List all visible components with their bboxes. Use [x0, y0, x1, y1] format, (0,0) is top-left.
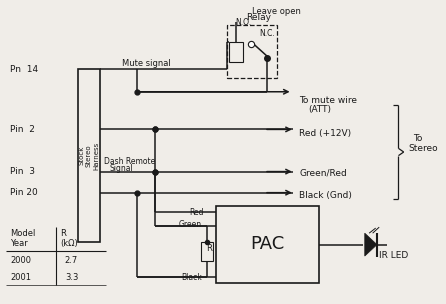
- Text: Signal: Signal: [110, 164, 133, 173]
- Text: 3.3: 3.3: [65, 273, 78, 282]
- Text: Dash Remote: Dash Remote: [104, 157, 156, 166]
- Polygon shape: [365, 233, 377, 256]
- Text: Pn  14: Pn 14: [10, 65, 38, 74]
- Text: R
(kΩ): R (kΩ): [61, 229, 78, 248]
- Text: PAC: PAC: [251, 235, 285, 253]
- Text: Green: Green: [178, 220, 202, 230]
- Text: Stock
Stereo
Harness: Stock Stereo Harness: [78, 142, 99, 170]
- Bar: [201, 242, 213, 261]
- Text: Stereo: Stereo: [409, 144, 438, 154]
- Text: 2001: 2001: [10, 273, 31, 282]
- Text: Relay: Relay: [246, 13, 271, 22]
- Text: Pin 20: Pin 20: [10, 188, 38, 197]
- Text: N.C.: N.C.: [260, 29, 276, 37]
- Text: Red (+12V): Red (+12V): [299, 130, 351, 138]
- Text: Black (Gnd): Black (Gnd): [299, 191, 352, 200]
- Bar: [229, 42, 243, 62]
- Text: Pin  2: Pin 2: [10, 125, 35, 134]
- Text: Red: Red: [189, 208, 204, 217]
- Text: 2000: 2000: [10, 256, 31, 265]
- Text: R: R: [206, 244, 212, 254]
- Text: To mute wire: To mute wire: [299, 96, 357, 105]
- Text: N.O.: N.O.: [235, 18, 251, 27]
- Text: Black: Black: [181, 273, 202, 282]
- Bar: [227, 26, 277, 78]
- Text: 2.7: 2.7: [65, 256, 78, 265]
- Text: Model
Year: Model Year: [10, 229, 36, 248]
- Bar: [216, 206, 319, 283]
- Text: Leave open: Leave open: [252, 6, 301, 16]
- Text: To: To: [413, 134, 422, 143]
- Text: Green/Red: Green/Red: [299, 169, 347, 178]
- Bar: [78, 69, 100, 242]
- Text: Pin  3: Pin 3: [10, 167, 35, 176]
- Text: Mute signal: Mute signal: [122, 59, 170, 67]
- Text: IR LED: IR LED: [379, 251, 408, 261]
- Text: (ATT): (ATT): [308, 105, 331, 114]
